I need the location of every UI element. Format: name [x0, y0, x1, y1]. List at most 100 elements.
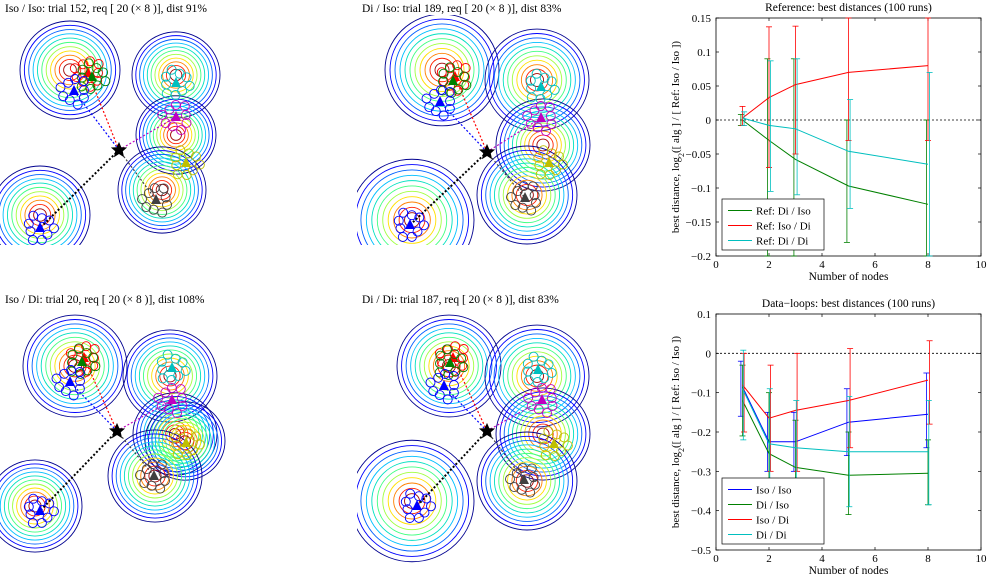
contour-ring	[480, 149, 574, 241]
contour-ring	[168, 425, 202, 457]
contour-ring	[399, 28, 485, 112]
trajectory-loop	[452, 85, 463, 96]
contour-ring	[419, 47, 465, 93]
contour-lines	[357, 15, 591, 245]
trajectory-loop	[176, 393, 187, 404]
contour-ring	[54, 54, 86, 86]
trajectory-loop	[523, 375, 534, 386]
trajectory-loop	[146, 480, 157, 491]
contour-ring	[520, 64, 554, 96]
contour-ring	[0, 471, 71, 541]
trajectory-loop	[139, 478, 150, 489]
node-link	[118, 116, 177, 151]
contour-ring	[132, 161, 192, 219]
trajectory-loop	[170, 432, 181, 443]
contour-ring	[393, 201, 431, 239]
trajectory-loop	[25, 226, 36, 237]
contour-ring	[36, 327, 114, 405]
contour-ring	[530, 73, 544, 87]
contour-ring	[31, 323, 119, 409]
contour-ring	[493, 333, 581, 419]
contour-ring	[8, 479, 62, 533]
contour-ring	[19, 20, 121, 120]
trajectory-loop	[526, 401, 537, 412]
contour-ring	[144, 172, 180, 208]
trajectory-loop	[167, 121, 178, 132]
trajectory-loop	[191, 151, 201, 162]
contour-ring	[140, 461, 170, 491]
node-link	[452, 357, 488, 432]
trajectory-loop	[148, 204, 159, 215]
contour-ring	[143, 42, 209, 108]
trajectory-loop	[526, 205, 537, 216]
trajectory-loop	[163, 404, 174, 415]
contour-ring	[159, 119, 193, 151]
trajectory-loop	[506, 192, 516, 203]
trajectory-loop	[546, 118, 557, 129]
x-tick-label: 2	[766, 259, 772, 271]
trajectory-loop	[525, 487, 536, 498]
contour-ring	[33, 208, 47, 222]
contour-ring	[41, 41, 99, 99]
trajectory-loop	[533, 152, 544, 163]
y-tick-label: 0.05	[692, 81, 712, 93]
trajectory-loop	[36, 496, 47, 507]
contour-ring	[371, 180, 453, 245]
trajectory-loop	[158, 183, 169, 194]
legend: Iso / Iso Di / Iso Iso / Di Di / Di	[721, 477, 825, 545]
contour-ring	[387, 196, 437, 244]
contour-ring	[117, 146, 207, 234]
trajectory-loop	[557, 159, 568, 170]
contour-ring	[11, 186, 69, 244]
contour-ring	[37, 37, 103, 103]
trajectory-loop	[435, 350, 446, 361]
trajectory-loop	[438, 110, 449, 121]
contour-ring	[123, 445, 187, 507]
contour-ring	[484, 324, 590, 428]
y-axis-label-data-loops: best distance, log2([ alg ] / [ Ref: Iso…	[670, 336, 686, 529]
trajectory-loop	[539, 372, 550, 383]
trajectory-loop	[172, 408, 182, 419]
x-tick-label: 4	[819, 259, 825, 271]
contour-ring	[357, 445, 469, 557]
node-link	[416, 430, 488, 507]
trajectory-loop	[171, 160, 182, 171]
trajectory-loop	[539, 441, 550, 452]
trajectory-loop	[525, 119, 536, 130]
node-link	[439, 101, 488, 153]
trajectory-loop	[458, 344, 469, 354]
trajectory-loop	[49, 506, 59, 517]
node-marker	[77, 356, 87, 366]
trajectory-loop	[173, 370, 184, 381]
contour-ring	[119, 441, 191, 511]
series-line	[742, 379, 929, 419]
trajectory-loop	[160, 475, 170, 486]
chart-title-reference: Reference: best distances (100 runs)	[765, 2, 932, 14]
contour-ring	[424, 52, 460, 88]
contour-ring	[132, 453, 178, 499]
trajectory-loop	[175, 384, 186, 395]
x-tick-label: 8	[925, 259, 931, 271]
panel-title-iso-iso: Iso / Iso: trial 152, req [ 20 (× 8 )], …	[5, 3, 207, 15]
trajectory-loop	[28, 210, 39, 221]
trajectory-loop	[187, 445, 198, 456]
contour-ring	[0, 169, 87, 245]
panel-title-di-di: Di / Di: trial 187, req [ 20 (× 8 )], di…	[362, 294, 559, 306]
legend-box	[721, 198, 825, 251]
trajectory-loop	[522, 110, 533, 121]
x-axis-label-reference: Number of nodes	[809, 271, 889, 283]
trajectory-loop	[435, 358, 445, 369]
trajectory-loop	[550, 165, 561, 176]
trajectory-loop	[181, 72, 192, 83]
series-ref-di-di	[741, 58, 933, 257]
trajectory-loop	[67, 357, 77, 368]
contour-ring	[136, 165, 188, 215]
contour-ring	[58, 59, 82, 81]
contour-ring	[516, 355, 558, 397]
contour-ring	[125, 153, 199, 227]
series-line	[742, 119, 929, 205]
trajectory-loop	[89, 344, 100, 354]
trajectory-loop	[525, 75, 536, 86]
contour-ring	[357, 164, 469, 245]
legend-label: Ref: Di / Di	[756, 236, 808, 248]
